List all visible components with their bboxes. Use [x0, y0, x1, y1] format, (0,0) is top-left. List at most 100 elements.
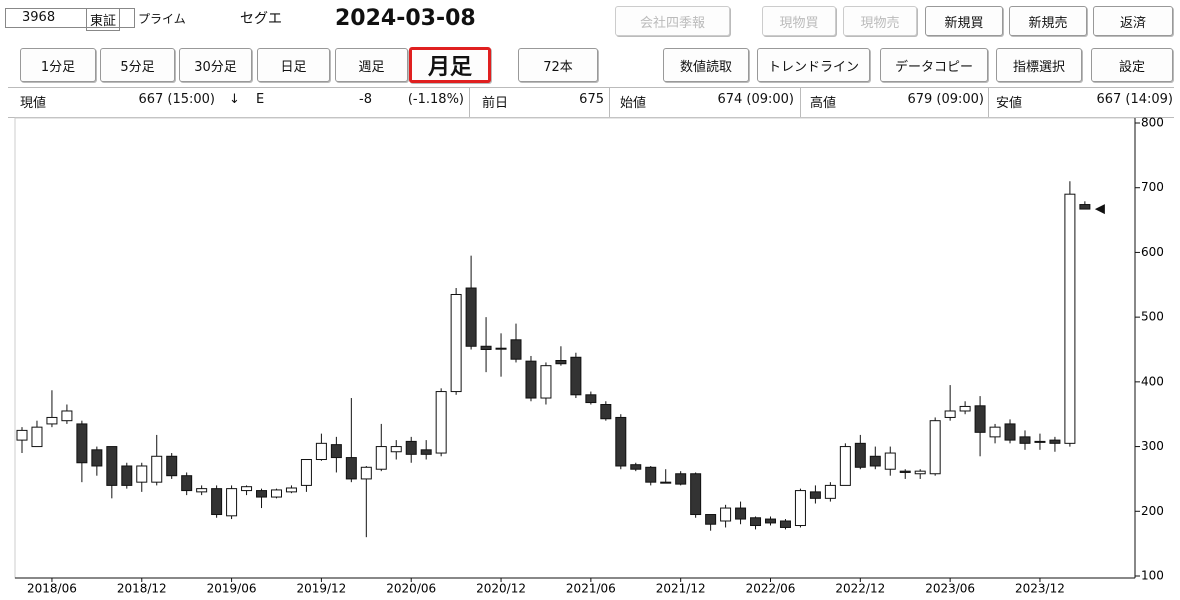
candle-body: [735, 507, 747, 520]
candle-body: [660, 481, 672, 484]
tool-button[interactable]: トレンドライン: [757, 48, 870, 82]
x-tick-label: 2022/06: [746, 582, 796, 596]
x-tick-label: 2018/12: [117, 582, 167, 596]
info-value: (-1.18%): [407, 92, 464, 107]
candle-body: [91, 449, 103, 467]
candle-body: [645, 466, 657, 483]
y-tick-label: 200: [1141, 504, 1164, 518]
candle-body: [345, 457, 357, 480]
candle-body: [989, 426, 1001, 438]
candle-body: [270, 489, 282, 498]
info-value: 674 (09:00): [717, 92, 794, 107]
last-price-marker: [1094, 204, 1105, 215]
y-tick-label: 400: [1141, 374, 1164, 388]
x-tick-label: 2021/12: [656, 582, 706, 596]
candle-body: [1004, 423, 1016, 441]
candle-body: [450, 293, 462, 393]
candle-body: [944, 410, 956, 418]
separator: [988, 88, 989, 118]
candle-body: [974, 405, 986, 433]
info-arrow: ↓: [229, 92, 240, 107]
candle-body: [765, 518, 776, 524]
info-flag: E: [256, 92, 265, 107]
candle-body: [555, 360, 567, 365]
y-tick-label: 700: [1141, 180, 1164, 194]
candle-body: [570, 356, 582, 396]
candle-body: [839, 446, 851, 486]
y-tick-label: 600: [1141, 245, 1164, 259]
candle-body: [360, 466, 372, 480]
info-value: 675: [579, 92, 604, 107]
candle-body: [1049, 439, 1061, 444]
y-tick-label: 100: [1141, 569, 1164, 583]
period-button[interactable]: 月足: [409, 47, 491, 83]
candle-body: [884, 452, 896, 470]
top-button[interactable]: 新規買: [925, 6, 1003, 36]
x-tick-label: 2023/12: [1015, 582, 1065, 596]
info-value: 667 (14:09): [1096, 92, 1173, 107]
segment: プライム: [138, 12, 186, 26]
info-label: 現値: [20, 96, 47, 111]
info-label: 始値: [620, 96, 647, 111]
candle-body: [929, 420, 941, 475]
period-button[interactable]: 30分足: [179, 48, 252, 82]
candle-body: [61, 410, 73, 422]
info-value: 667 (15:00): [138, 92, 215, 107]
stock-name: セグエ: [240, 11, 282, 27]
candle-body: [720, 507, 732, 522]
candle-body: [869, 455, 881, 467]
candle-body: [779, 520, 791, 528]
tool-button[interactable]: 指標選択: [996, 48, 1082, 82]
candle-body: [854, 442, 866, 468]
candle-body: [136, 465, 148, 483]
candle-body: [31, 426, 43, 448]
candle-body: [1079, 204, 1091, 210]
candle-body: [510, 339, 522, 360]
candle-body: [525, 360, 537, 399]
code-box: [5, 8, 135, 28]
top-button[interactable]: 会社四季報: [615, 6, 730, 36]
period-button[interactable]: 5分足: [100, 48, 175, 82]
candle-body: [809, 491, 821, 499]
candle-body: [315, 442, 327, 461]
candle-body: [630, 464, 642, 470]
candle-body: [121, 465, 133, 486]
date: 2024-03-08: [335, 6, 476, 31]
info-value: -8: [359, 92, 372, 107]
candle-body: [405, 440, 417, 455]
top-button[interactable]: 現物売: [843, 6, 917, 36]
candle-body: [750, 517, 762, 527]
candle-body: [16, 429, 28, 441]
candle-body: [480, 345, 492, 350]
candle-body: [585, 394, 597, 404]
period-button[interactable]: 日足: [257, 48, 330, 82]
candle-body: [690, 473, 702, 516]
tool-button[interactable]: 数値読取: [663, 48, 749, 82]
stock-code: 3968: [22, 10, 56, 25]
candle-body: [495, 347, 507, 350]
candle-body: [285, 487, 297, 493]
candle-body: [675, 473, 687, 485]
candle-body: [226, 488, 238, 517]
x-tick-label: 2020/06: [386, 582, 436, 596]
separator: [609, 88, 610, 118]
candle-body: [914, 470, 926, 475]
candle-body: [106, 446, 118, 486]
tool-button[interactable]: 設定: [1091, 48, 1173, 82]
top-button[interactable]: 新規売: [1009, 6, 1087, 36]
candle-body: [390, 446, 402, 453]
candle-body: [824, 484, 836, 499]
candle-body: [705, 514, 717, 525]
period-button[interactable]: 週足: [335, 48, 408, 82]
candle-body: [420, 449, 432, 455]
top-button[interactable]: 現物買: [762, 6, 836, 36]
candle-body: [256, 490, 268, 498]
count-button[interactable]: 72本: [518, 48, 598, 82]
candle-body: [465, 287, 477, 347]
tool-button[interactable]: データコピー: [880, 48, 988, 82]
candle-body: [600, 404, 612, 420]
top-button[interactable]: 返済: [1093, 6, 1173, 36]
period-button[interactable]: 1分足: [20, 48, 96, 82]
candle-body: [196, 488, 208, 493]
separator: [469, 88, 470, 118]
